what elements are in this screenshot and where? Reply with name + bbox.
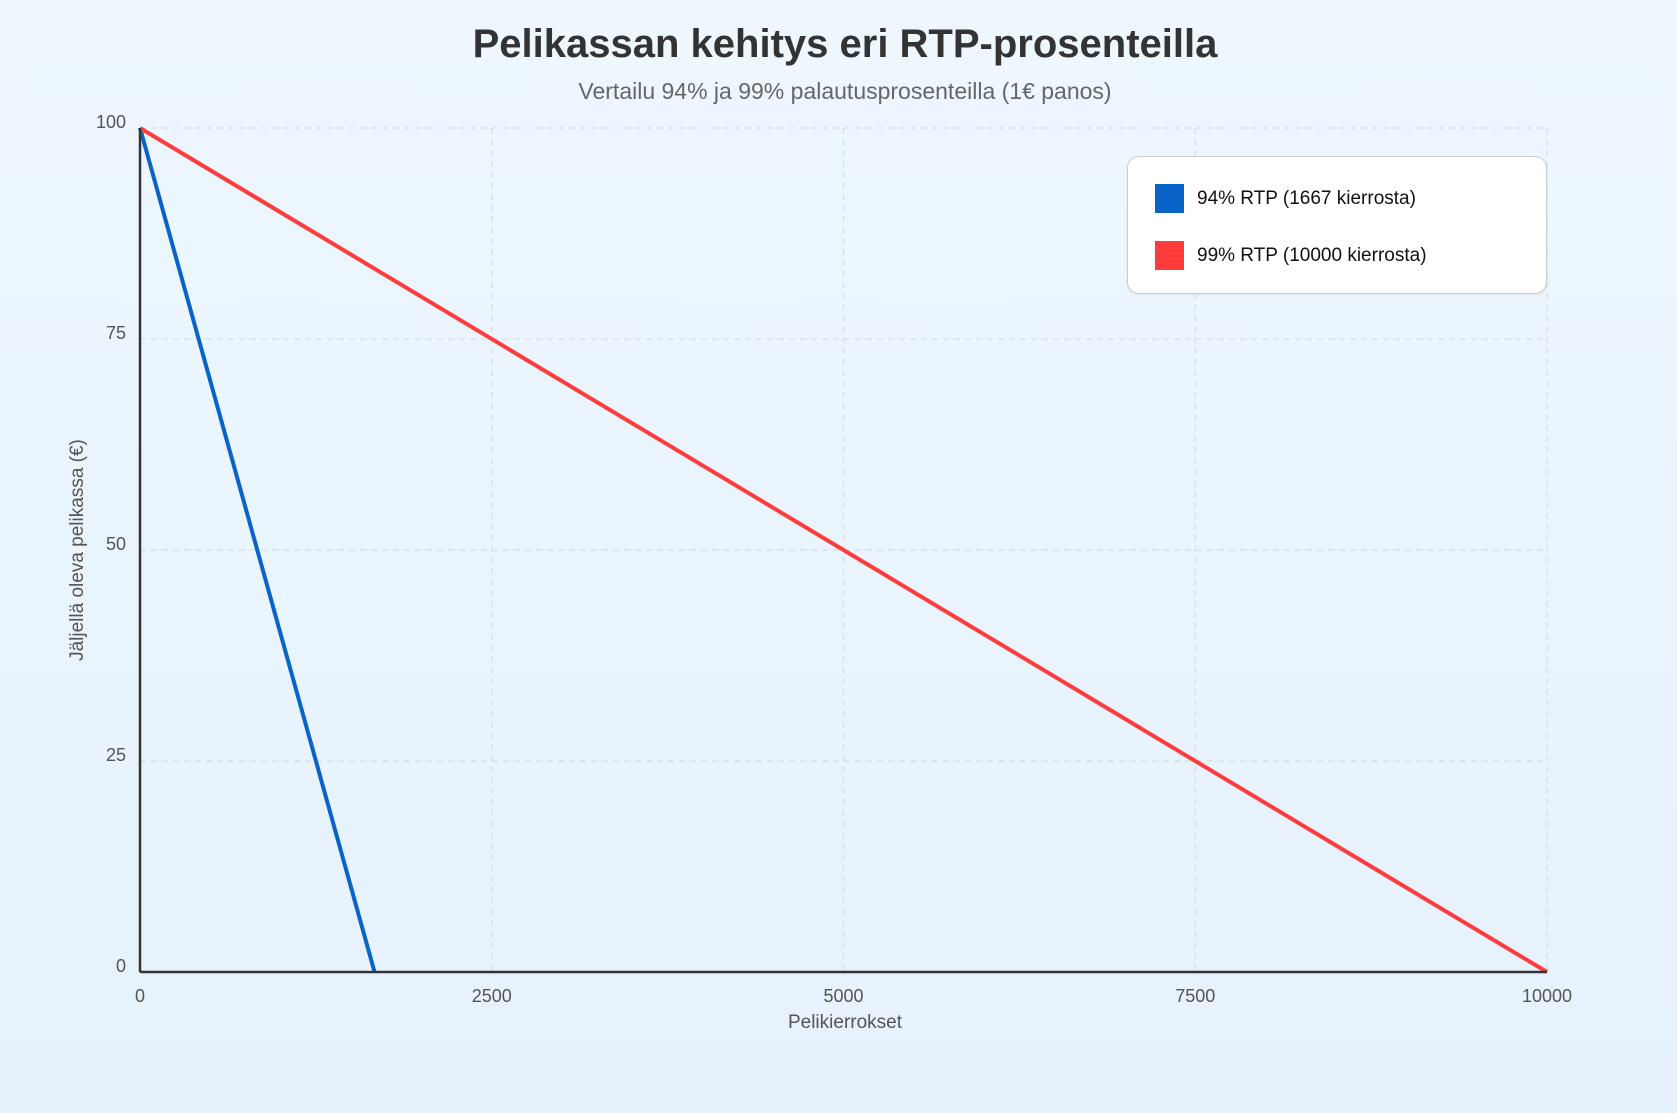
legend: 94% RTP (1667 kierrosta) 99% RTP (10000 …: [1127, 156, 1547, 294]
y-tick-label: 50: [106, 534, 126, 554]
legend-item-94: 94% RTP (1667 kierrosta): [1155, 184, 1416, 213]
x-tick-label: 5000: [823, 986, 863, 1006]
axes: [138, 128, 1547, 974]
y-tick-label: 100: [96, 112, 126, 132]
series-lines: [138, 126, 1549, 974]
chart-title: Pelikassan kehitys eri RTP-prosenteilla: [472, 22, 1218, 66]
x-tick-label: 7500: [1175, 986, 1215, 1006]
series-line-99-rtp: [138, 126, 1549, 974]
y-tick-label: 0: [116, 956, 126, 976]
chart-subtitle: Vertailu 94% ja 99% palautusprosenteilla…: [578, 78, 1112, 104]
legend-item-99: 99% RTP (10000 kierrosta): [1155, 241, 1427, 270]
legend-swatch-94: [1155, 184, 1184, 213]
x-axis-title: Pelikierrokset: [788, 1012, 903, 1033]
legend-label-99: 99% RTP (10000 kierrosta): [1197, 244, 1427, 266]
x-tick-label: 2500: [472, 986, 512, 1006]
legend-label-94: 94% RTP (1667 kierrosta): [1197, 187, 1416, 209]
x-tick-label: 0: [135, 986, 145, 1006]
y-tick-label: 25: [106, 745, 126, 765]
x-tick-label: 10000: [1522, 986, 1572, 1006]
legend-swatch-99: [1155, 241, 1184, 270]
y-axis-title: Jäljellä oleva pelikassa (€): [67, 439, 88, 661]
y-tick-label: 75: [106, 323, 126, 343]
tick-labels: 0 2500 5000 7500 10000 0 25 50 75 100: [96, 112, 1572, 1006]
series-line-94-rtp: [138, 127, 377, 973]
